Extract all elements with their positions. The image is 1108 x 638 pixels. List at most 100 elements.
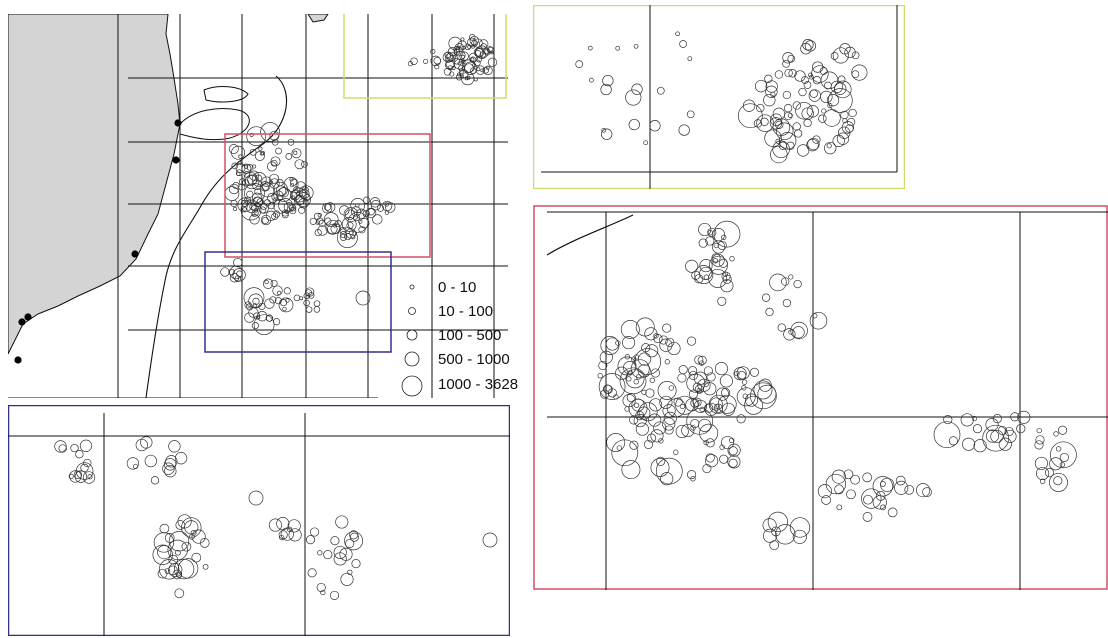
catch-point: [699, 406, 705, 413]
catch-point: [238, 154, 243, 159]
catch-point: [460, 54, 465, 59]
catch-point: [699, 423, 719, 443]
catch-point: [655, 457, 683, 485]
legend-label: 100 - 500: [438, 326, 502, 344]
catch-point: [423, 58, 429, 64]
catch-point: [1017, 410, 1031, 424]
catch-point: [74, 470, 88, 483]
catch-point: [804, 40, 817, 52]
catch-point: [678, 124, 690, 136]
catch-point: [483, 49, 491, 56]
catch-point: [246, 190, 254, 198]
inset-south-grid: [8, 413, 510, 636]
catch-point: [448, 36, 462, 51]
catch-point: [694, 274, 704, 284]
catch-point: [826, 143, 832, 149]
catch-point: [487, 57, 498, 67]
catch-point: [278, 297, 294, 313]
catch-point: [246, 164, 254, 171]
catch-point: [624, 354, 630, 360]
catch-point: [611, 439, 639, 467]
catch-point: [641, 343, 651, 353]
legend-item: 500 - 1000: [400, 348, 510, 370]
catch-point: [824, 81, 832, 90]
catch-point: [482, 532, 498, 548]
catch-point: [255, 174, 263, 182]
catch-point: [467, 44, 472, 49]
catch-point: [150, 476, 160, 485]
catch-point: [630, 359, 650, 379]
catch-point: [283, 202, 295, 213]
catch-point: [809, 74, 814, 80]
catch-point: [793, 129, 803, 138]
catch-point: [685, 259, 699, 273]
catch-point: [839, 43, 851, 55]
catch-point: [54, 440, 67, 453]
catch-point: [314, 229, 322, 237]
catch-point: [703, 274, 710, 280]
port-marker: [131, 250, 139, 258]
catch-point: [727, 455, 741, 469]
catch-point: [770, 113, 783, 126]
catch-point: [717, 296, 727, 306]
catch-point: [298, 185, 314, 201]
catch-point: [698, 238, 708, 248]
catch-point: [985, 418, 999, 432]
catch-point: [659, 338, 673, 352]
catch-point: [309, 217, 317, 225]
overview-map: [8, 14, 508, 398]
catch-point: [293, 294, 301, 302]
catch-point: [445, 57, 451, 63]
catch-point: [459, 74, 464, 79]
catch-point: [362, 210, 370, 218]
catch-point: [168, 531, 190, 552]
catch-point: [1016, 424, 1026, 434]
catch-point: [164, 464, 177, 478]
catch-point: [720, 279, 734, 293]
catch-point: [792, 326, 805, 339]
catch-point: [690, 398, 700, 408]
catch-point: [289, 177, 294, 182]
catch-point: [838, 126, 851, 139]
catch-point: [301, 186, 309, 194]
catch-point: [474, 59, 481, 67]
catch-point: [264, 279, 269, 285]
catch-point: [620, 320, 640, 339]
catch-point: [473, 77, 478, 82]
catch-point: [744, 395, 764, 415]
catch-point: [656, 456, 666, 466]
catch-point: [301, 160, 308, 168]
catch-point: [831, 469, 846, 484]
catch-point: [1034, 456, 1048, 470]
coastline: [546, 214, 634, 256]
catch-point: [358, 226, 366, 234]
catch-point: [293, 150, 298, 155]
catch-point: [792, 101, 801, 110]
legend-symbol-icon: [406, 329, 418, 341]
catch-point: [662, 323, 672, 333]
catch-point: [262, 278, 274, 289]
catch-point: [444, 51, 452, 59]
catch-point: [703, 381, 709, 387]
catch-point: [355, 290, 371, 306]
catch-point: [286, 526, 293, 532]
catch-point: [140, 436, 153, 449]
catch-point: [1055, 446, 1062, 452]
catch-point: [244, 174, 260, 190]
catch-point: [663, 411, 677, 425]
catch-point: [303, 299, 310, 307]
catch-point: [313, 306, 321, 313]
catch-point: [349, 530, 359, 540]
catch-point: [793, 279, 802, 289]
catch-point: [872, 495, 887, 510]
catch-point: [270, 156, 281, 167]
catch-point: [350, 206, 362, 217]
catch-point: [457, 61, 462, 66]
catch-point: [320, 589, 326, 596]
catch-point: [450, 54, 454, 59]
catch-point: [633, 402, 640, 408]
catch-point: [363, 196, 371, 204]
catch-point: [711, 228, 726, 242]
catch-point: [467, 37, 477, 47]
catch-point: [706, 372, 716, 382]
